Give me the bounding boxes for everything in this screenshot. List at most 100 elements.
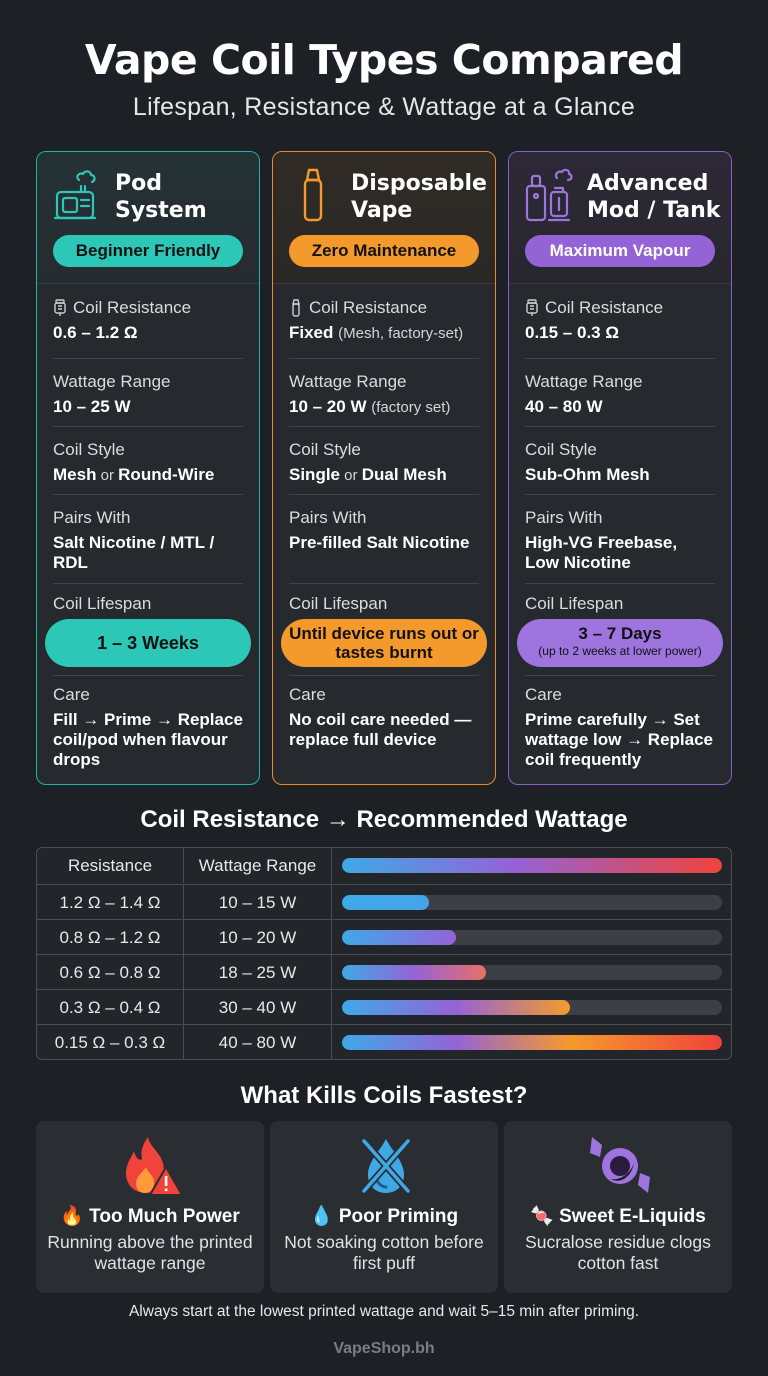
card-title: Disposable Vape xyxy=(351,170,491,224)
card-badge: Maximum Vapour xyxy=(525,235,715,267)
pairs-value: Pre-filled Salt Nicotine xyxy=(289,533,470,552)
divider xyxy=(289,426,479,427)
wattage-bar-fill xyxy=(342,895,430,910)
lifespan-value: 1 – 3 Weeks xyxy=(97,633,199,653)
brand-logo-text: VapeShop.bh xyxy=(333,1340,435,1357)
resistance-label: Coil Resistance xyxy=(73,298,192,317)
resistance-label: Coil Resistance xyxy=(309,298,428,317)
care-value: No coil care needed — replace full devic… xyxy=(289,710,472,749)
kill-title-text: Sweet E-Liquids xyxy=(559,1206,706,1227)
drop-emoji-icon: 💧 xyxy=(309,1206,334,1227)
lifespan-label: Coil Lifespan xyxy=(289,594,388,613)
coil-style-value-a: Sub-Ohm Mesh xyxy=(525,465,650,484)
card-advanced-mod: Advanced Mod / Tank Maximum Vapour Coil … xyxy=(508,151,732,785)
page-title: Vape Coil Types Compared xyxy=(84,36,684,84)
wattage-bar-fill xyxy=(342,1035,722,1050)
wattage-bar-track xyxy=(342,1000,722,1015)
wattage-note: (factory set) xyxy=(371,399,451,416)
pairs-row: Pairs With Salt Nicotine / MTL / RDL xyxy=(53,508,243,573)
disposable-mini-icon xyxy=(292,299,300,317)
wattage-cell: 10 – 20 W xyxy=(183,920,331,955)
wattage-cell: 40 – 80 W xyxy=(183,1025,331,1059)
resistance-row: Coil Resistance Fixed (Mesh, factory-set… xyxy=(289,298,479,344)
pod-system-icon xyxy=(53,170,97,220)
wattage-bar-track xyxy=(342,895,722,910)
resistance-cell: 1.2 Ω – 1.4 Ω xyxy=(59,893,161,912)
card-title: Pod System xyxy=(115,170,255,224)
card-header: Advanced Mod / Tank Maximum Vapour xyxy=(509,152,731,284)
card-badge: Beginner Friendly xyxy=(53,235,243,267)
no-drop-icon xyxy=(360,1137,412,1195)
card-pod-system: Pod System Beginner Friendly Coil Resist… xyxy=(36,151,260,785)
coil-style-join: or xyxy=(340,467,362,484)
kill-title-text: Too Much Power xyxy=(89,1206,240,1227)
pairs-value: High-VG Freebase, Low Nicotine xyxy=(525,533,678,572)
kill-title: 🍬 Sweet E-Liquids xyxy=(504,1204,732,1228)
care-label: Care xyxy=(289,685,326,704)
resistance-cell: 0.3 Ω – 0.4 Ω xyxy=(59,998,161,1017)
lifespan-value: Until device runs out or tastes burnt xyxy=(289,624,479,662)
wattage-bar-fill xyxy=(342,965,487,980)
card-badge: Zero Maintenance xyxy=(289,235,479,267)
wattage-bar-track xyxy=(342,1035,722,1050)
resistance-value: Fixed xyxy=(289,323,334,342)
lifespan-label: Coil Lifespan xyxy=(525,594,624,613)
card-disposable-vape: Disposable Vape Zero Maintenance Coil Re… xyxy=(272,151,496,785)
divider xyxy=(53,583,243,584)
pairs-label: Pairs With xyxy=(53,508,131,527)
wattage-row: Wattage Range 10 – 20 W (factory set) xyxy=(289,372,479,418)
care-label: Care xyxy=(53,685,90,704)
coil-icon xyxy=(526,299,538,316)
resistance-value: 0.6 – 1.2 Ω xyxy=(53,323,138,342)
coil-style-label: Coil Style xyxy=(53,440,125,459)
card-title-line1: Disposable xyxy=(351,171,487,196)
table-header-row: Resistance Wattage Range xyxy=(37,848,731,884)
footnote: Always start at the lowest printed watta… xyxy=(128,1303,640,1320)
table-row: 0.8 Ω – 1.2 Ω 10 – 20 W xyxy=(37,919,731,955)
fire-warning-icon xyxy=(126,1137,184,1196)
kill-text: Sucralose residue clogs cotton fast xyxy=(525,1232,711,1273)
coil-style-label: Coil Style xyxy=(289,440,361,459)
wattage-cell: 18 – 25 W xyxy=(183,955,331,990)
lifespan-row: Coil Lifespan xyxy=(525,594,715,614)
coil-style-row: Coil Style Single or Dual Mesh xyxy=(289,440,479,486)
care-row: Care No coil care needed — replace full … xyxy=(289,685,479,750)
pairs-value: Salt Nicotine / MTL / RDL xyxy=(53,533,215,572)
divider xyxy=(525,583,715,584)
divider xyxy=(525,494,715,495)
card-title-line2: Mod / Tank xyxy=(587,198,721,223)
lifespan-pill: Until device runs out or tastes burnt xyxy=(281,619,487,667)
coil-style-value-b: Round-Wire xyxy=(118,465,215,484)
col-wattage-header: Wattage Range xyxy=(183,848,331,883)
wattage-bar-cell xyxy=(331,1025,731,1059)
card-title-line1: Pod xyxy=(115,171,162,196)
page-subtitle: Lifespan, Resistance & Wattage at a Glan… xyxy=(132,93,636,121)
wattage-label: Wattage Range xyxy=(525,372,643,391)
gradient-legend-bar xyxy=(342,858,722,873)
coil-style-join: or xyxy=(96,467,119,484)
table-row: 0.15 Ω – 0.3 Ω 40 – 80 W xyxy=(37,1024,731,1059)
wattage-bar-track xyxy=(342,930,722,945)
resistance-note: (Mesh, factory-set) xyxy=(338,325,464,342)
wattage-value: 40 – 80 W xyxy=(525,397,603,416)
card-title-line2: System xyxy=(115,198,207,223)
wattage-row: Wattage Range 10 – 25 W xyxy=(53,372,243,417)
divider xyxy=(289,494,479,495)
wattage-bar-fill xyxy=(342,930,456,945)
table-row: 1.2 Ω – 1.4 Ω 10 – 15 W xyxy=(37,884,731,920)
lifespan-row: Coil Lifespan xyxy=(289,594,479,614)
advanced-mod-icon xyxy=(525,168,573,222)
pairs-row: Pairs With High-VG Freebase, Low Nicotin… xyxy=(525,508,715,573)
care-value: Prime carefully → Set wattage low → Repl… xyxy=(525,710,713,769)
kill-title: 💧 Poor Priming xyxy=(270,1204,498,1228)
table-row: 0.6 Ω – 0.8 Ω 18 – 25 W xyxy=(37,954,731,990)
wattage-row: Wattage Range 40 – 80 W xyxy=(525,372,715,417)
lifespan-pill: 1 – 3 Weeks xyxy=(45,619,251,667)
wattage-bar-cell xyxy=(331,920,731,955)
resistance-row: Coil Resistance 0.6 – 1.2 Ω xyxy=(53,298,243,343)
card-title-line2: Vape xyxy=(351,198,413,223)
pairs-label: Pairs With xyxy=(525,508,603,527)
kill-card-priming: 💧 Poor Priming Not soaking cotton before… xyxy=(270,1121,498,1293)
care-row: Care Fill → Prime → Replace coil/pod whe… xyxy=(53,685,243,770)
wattage-cell: 10 – 15 W xyxy=(183,885,331,920)
